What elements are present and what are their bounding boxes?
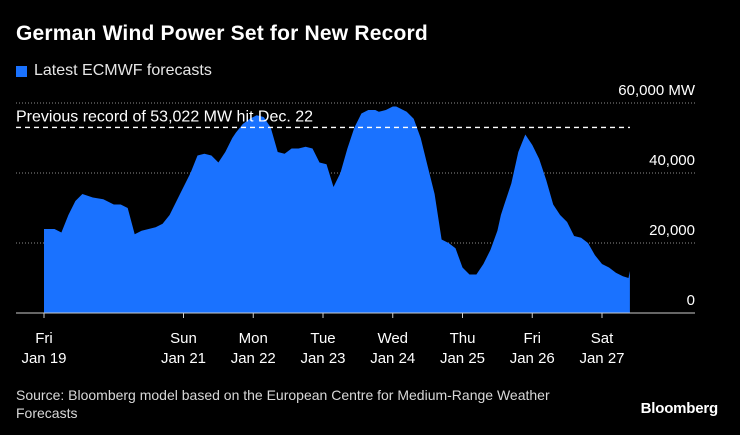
record-annotation: Previous record of 53,022 MW hit Dec. 22 [16, 108, 313, 125]
x-tick-date: Jan 23 [300, 350, 345, 367]
y-tick-label: 60,000 MW [618, 82, 696, 99]
x-tick-date: Jan 21 [161, 350, 206, 367]
x-tick-day: Fri [524, 330, 542, 347]
x-tick-day: Sat [591, 330, 614, 347]
y-tick-label: 20,000 [649, 222, 695, 239]
legend-label: Latest ECMWF forecasts [34, 62, 212, 79]
x-tick-day: Wed [377, 330, 408, 347]
x-tick-date: Jan 25 [440, 350, 485, 367]
x-tick-date: Jan 27 [579, 350, 624, 367]
bloomberg-logo: Bloomberg [640, 400, 719, 417]
x-tick-day: Tue [310, 330, 335, 347]
y-tick-label: 40,000 [649, 152, 695, 169]
legend: Latest ECMWF forecasts [16, 62, 212, 80]
y-tick-label: 0 [687, 292, 695, 309]
x-tick-date: Jan 24 [370, 350, 415, 367]
x-tick-date: Jan 26 [510, 350, 555, 367]
x-tick-date: Jan 22 [231, 350, 276, 367]
legend-swatch [16, 65, 27, 77]
x-tick-day: Thu [450, 330, 476, 347]
chart-title: German Wind Power Set for New Record [16, 22, 428, 45]
source-note: Source: Bloomberg model based on the Eur… [16, 387, 550, 421]
x-tick-day: Fri [35, 330, 53, 347]
x-tick-day: Sun [170, 330, 197, 347]
series-area [44, 106, 630, 313]
x-tick-day: Mon [239, 330, 268, 347]
x-tick-date: Jan 19 [21, 350, 66, 367]
